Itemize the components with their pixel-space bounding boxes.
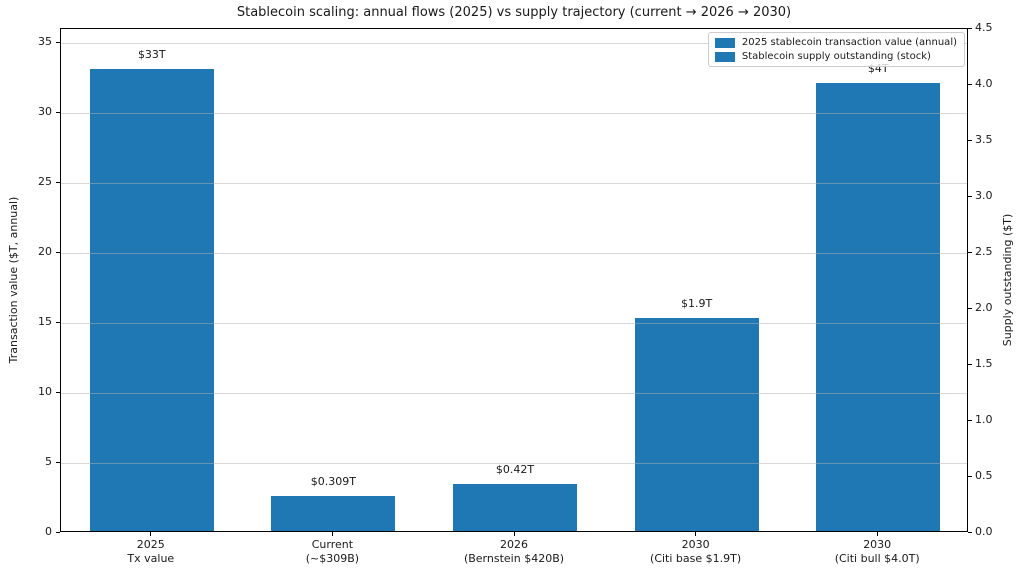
legend-item-transaction-value: 2025 stablecoin transaction value (annua… bbox=[714, 37, 957, 48]
x-tick-mark bbox=[150, 532, 152, 536]
legend-item-supply-outstanding: Stablecoin supply outstanding (stock) bbox=[714, 51, 957, 62]
x-tick-label-line: (~$309B) bbox=[305, 551, 360, 565]
y-tick-mark-right bbox=[968, 363, 972, 365]
y-tick-label-right: 4.0 bbox=[975, 77, 993, 90]
x-tick-label-line: 2030 bbox=[681, 538, 710, 551]
x-tick-label-line: 2025 bbox=[136, 538, 165, 551]
x-tick-label: 2030 (Citi bull $4.0T) bbox=[787, 538, 967, 565]
x-tick-label: Current (~$309B) bbox=[242, 538, 422, 565]
y-tick-mark-right bbox=[968, 195, 972, 197]
y-tick-label-left: 0 bbox=[45, 525, 52, 538]
x-tick-label-line: 2030 bbox=[863, 538, 892, 551]
plot-area: $33T $0.309T $0.42T $1.9T $4T 2025 stablecoi… bbox=[60, 28, 968, 532]
y-tick-mark-right bbox=[968, 531, 972, 533]
x-tick-mark bbox=[695, 532, 697, 536]
x-tick-label: 2030 (Citi base $1.9T) bbox=[606, 538, 786, 565]
x-tick-label-line: (Bernstein $420B) bbox=[463, 551, 565, 565]
bar bbox=[453, 483, 577, 531]
bar bbox=[89, 69, 214, 531]
legend-label: 2025 stablecoin transaction value (annua… bbox=[741, 37, 957, 48]
y-tick-label-right: 0.0 bbox=[975, 525, 993, 538]
x-tick-mark bbox=[513, 532, 515, 536]
legend-swatch-icon bbox=[714, 51, 735, 62]
y-tick-label-right: 4.5 bbox=[975, 21, 993, 34]
y-tick-label-left: 35 bbox=[38, 35, 52, 48]
x-tick-mark bbox=[331, 532, 333, 536]
chart-title: Stablecoin scaling: annual flows (2025) … bbox=[236, 5, 792, 20]
x-tick-label: 2026 (Bernstein $420B) bbox=[424, 538, 604, 565]
y-tick-label-right: 0.5 bbox=[975, 469, 993, 482]
bar bbox=[271, 496, 396, 531]
y-tick-mark-right bbox=[968, 251, 972, 253]
x-tick-label-line: (Citi bull $4.0T) bbox=[834, 551, 920, 565]
y-tick-label-left: 30 bbox=[38, 105, 52, 118]
x-tick-label-line: Tx value bbox=[127, 551, 175, 565]
y-tick-mark-right bbox=[968, 83, 972, 85]
y-tick-mark-right bbox=[968, 475, 972, 477]
left-axis-title: Transaction value ($T, annual) bbox=[7, 196, 20, 364]
y-tick-mark-right bbox=[968, 27, 972, 29]
x-tick-label-line: (Citi base $1.9T) bbox=[650, 551, 742, 565]
x-tick-label: 2025 Tx value bbox=[61, 538, 241, 565]
x-tick-label-line: 2026 bbox=[500, 538, 528, 551]
y-tick-mark-right bbox=[968, 139, 972, 141]
right-axis-title: Supply outstanding ($T) bbox=[1001, 213, 1014, 347]
legend-swatch-icon bbox=[714, 37, 735, 48]
bar bbox=[634, 318, 759, 531]
bars-layer bbox=[61, 29, 967, 531]
x-tick-label-line: Current bbox=[311, 538, 354, 551]
y-tick-mark-right bbox=[968, 419, 972, 421]
legend: 2025 stablecoin transaction value (annua… bbox=[707, 32, 965, 67]
y-tick-mark-right bbox=[968, 307, 972, 309]
x-tick-mark bbox=[876, 532, 878, 536]
y-tick-label-left: 5 bbox=[45, 455, 52, 468]
legend-label: Stablecoin supply outstanding (stock) bbox=[741, 51, 931, 62]
bar bbox=[816, 83, 941, 531]
